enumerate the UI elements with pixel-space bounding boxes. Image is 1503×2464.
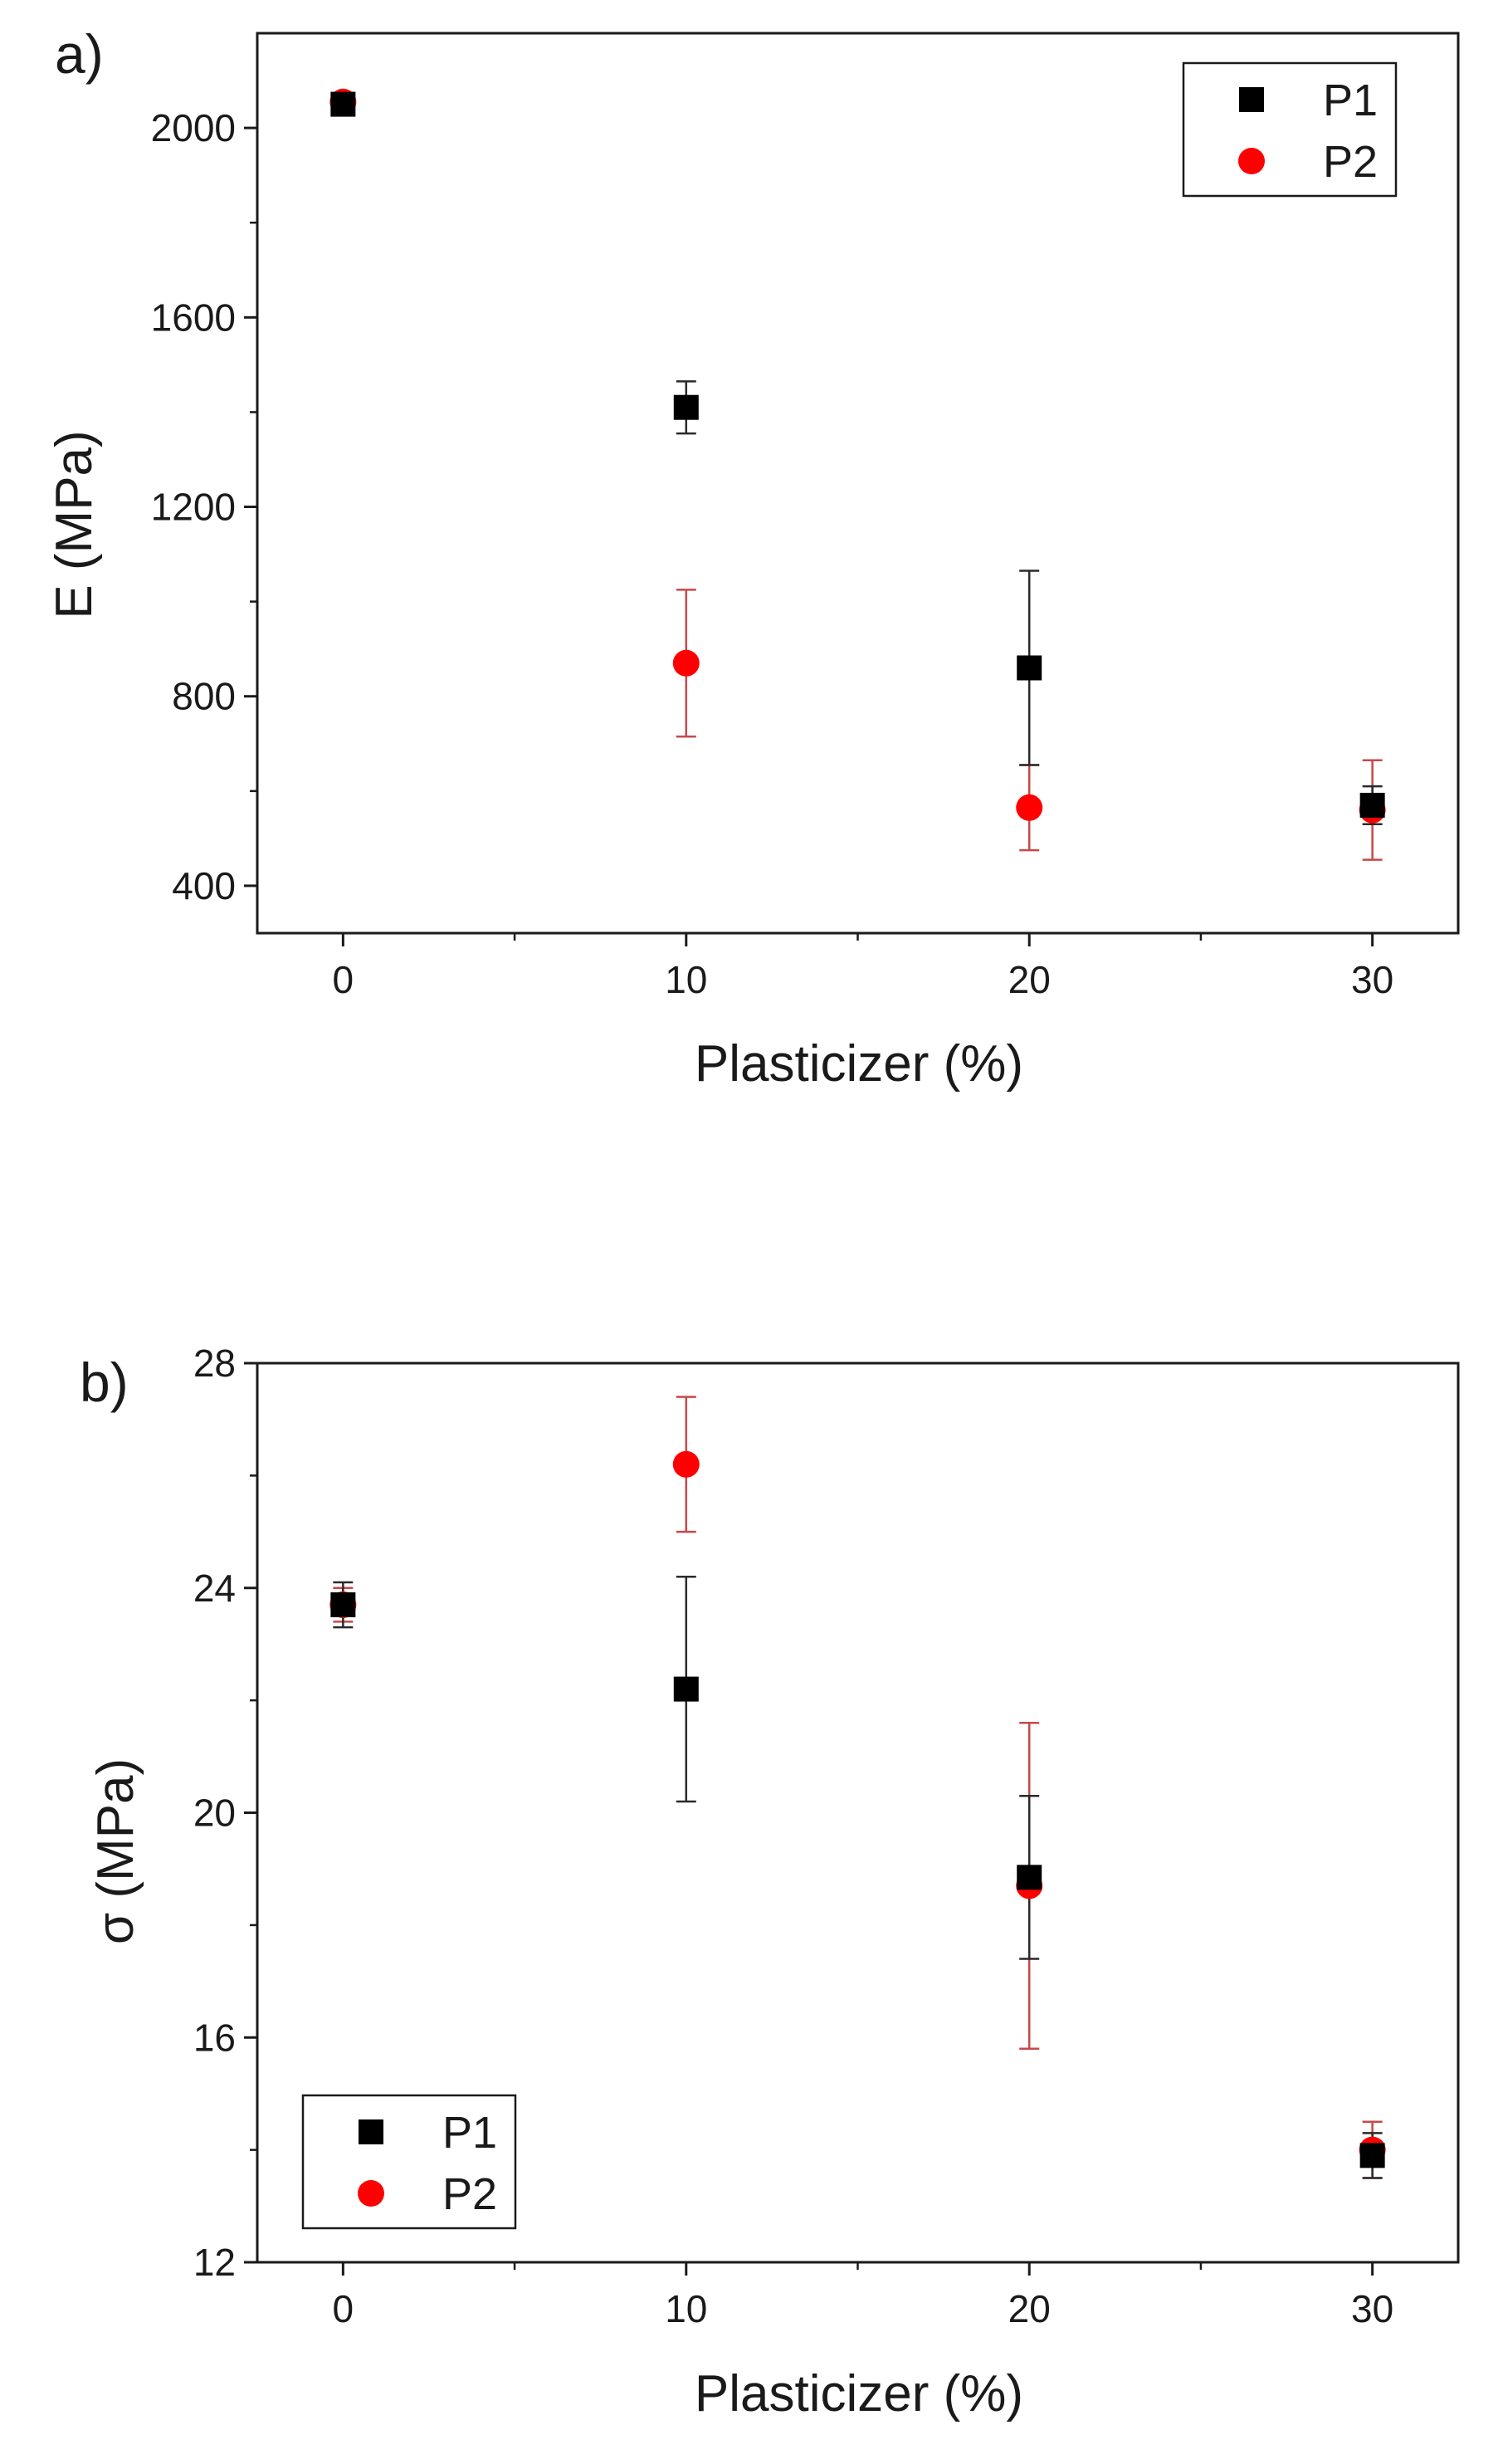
x-tick-label: 0 [333,958,354,1001]
legend-label-p2: P2 [1323,137,1378,187]
panel-label: b) [80,1352,129,1413]
data-point-p1 [673,394,699,420]
legend: P1 P2 [1182,61,1398,198]
y-tick-label: 400 [172,864,236,907]
square-marker-icon [1239,87,1264,112]
square-marker-icon [359,2119,383,2144]
legend-box [1182,61,1398,198]
data-point-p1 [1359,2143,1385,2168]
y-tick-label: 16 [193,2016,236,2059]
y-tick-label: 2000 [151,106,236,149]
x-tick-label: 30 [1351,2287,1393,2330]
y-axis-title: σ (MPa) [87,1758,144,1944]
legend-entry: P2 [358,2169,497,2219]
panel-a: a) E (MPa) Plasticizer (%) 0 10 20 30 400 800… [46,23,1460,1093]
data-point-p2 [672,649,700,677]
x-tick-label: 20 [1008,958,1051,1001]
data-point-p1 [673,1676,699,1702]
x-tick-label: 20 [1008,2287,1051,2330]
y-tick-label: 28 [193,1342,236,1385]
x-axis-title: Plasticizer (%) [695,2365,1023,2422]
y-tick-label: 20 [193,1792,236,1835]
legend-label-p1: P1 [1323,76,1378,125]
y-tick-label: 1600 [151,296,236,339]
axis-ticks: 0 10 20 30 400 800 1200 1600 2000 [151,106,1394,1001]
x-tick-label: 30 [1351,958,1393,1001]
data-point-p2 [672,1450,700,1478]
legend-entry: P2 [1238,137,1378,187]
data-marks [329,1396,1386,2179]
panel-b: b) σ (MPa) Plasticizer (%) 0 10 20 30 12 16 20… [80,1342,1460,2422]
y-axis-title: E (MPa) [46,430,103,618]
x-tick-label: 0 [333,2287,354,2330]
data-point-p1 [1359,792,1385,818]
data-point-p1 [1017,655,1042,681]
data-point-p2 [1016,794,1043,821]
legend-box [301,2094,517,2230]
data-point-p1 [330,91,356,117]
legend-label-p2: P2 [442,2169,497,2219]
x-tick-label: 10 [665,958,707,1001]
y-tick-label: 800 [172,675,236,718]
data-point-p1 [1017,1865,1042,1890]
legend-entry: P1 [359,2108,497,2158]
axis-ticks: 0 10 20 30 12 16 20 24 28 [193,1342,1393,2330]
x-axis-title: Plasticizer (%) [695,1035,1023,1093]
legend-label-p1: P1 [442,2108,497,2158]
data-point-p1 [330,1592,356,1618]
x-tick-label: 10 [665,2287,707,2330]
data-marks [329,88,1386,861]
panel-label: a) [55,23,104,85]
legend-entry: P1 [1239,76,1378,125]
legend: P1 P2 [301,2094,517,2230]
circle-marker-icon [358,2180,384,2207]
circle-marker-icon [1238,148,1265,174]
y-tick-label: 12 [193,2241,236,2284]
y-tick-label: 1200 [151,486,236,529]
y-tick-label: 24 [193,1567,236,1610]
